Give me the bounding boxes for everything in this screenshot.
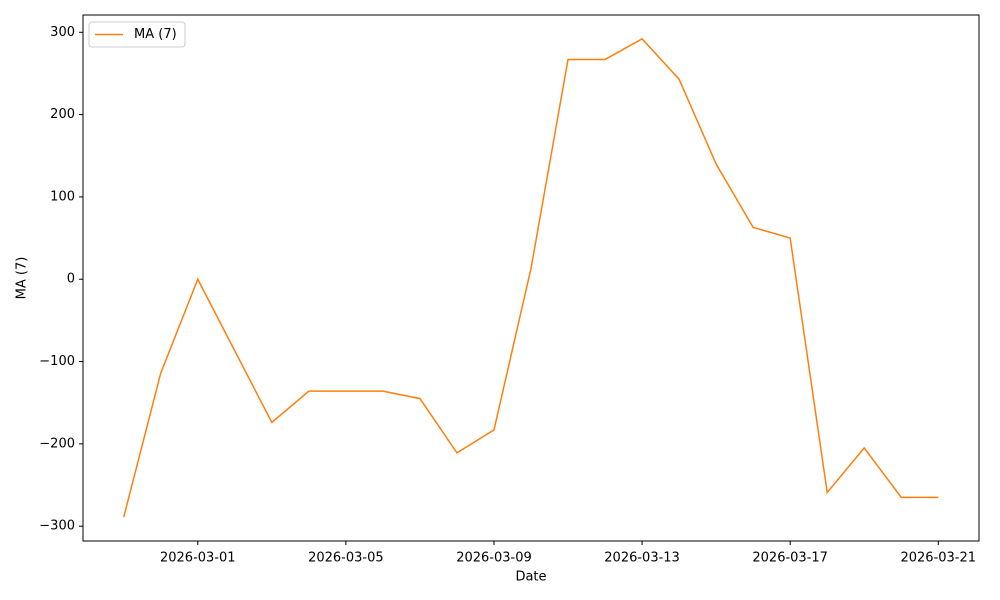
y-tick-label: 100 — [50, 189, 75, 204]
x-tick-label: 2026-03-17 — [752, 551, 828, 566]
x-tick-label: 2026-03-21 — [900, 551, 976, 566]
x-tick-label: 2026-03-05 — [308, 551, 384, 566]
x-tick-label: 2026-03-13 — [604, 551, 680, 566]
y-tick-label: −200 — [39, 436, 75, 451]
y-tick-label: −300 — [39, 519, 75, 534]
line — [123, 37, 939, 518]
x-tick-label: 2026-03-09 — [456, 551, 532, 566]
x-tick-label: 2026-03-01 — [160, 551, 236, 566]
y-axis-label: MA (7) — [15, 257, 30, 300]
legend-label: MA (7) — [134, 27, 177, 42]
legend-box — [88, 21, 186, 48]
y-tick-label: 200 — [50, 107, 75, 122]
y-tick-label: 0 — [67, 272, 75, 287]
y-tick-label: 300 — [50, 25, 75, 40]
plot-frame — [82, 14, 980, 542]
y-tick-label: −100 — [39, 354, 75, 369]
x-axis-label: Date — [515, 570, 546, 585]
